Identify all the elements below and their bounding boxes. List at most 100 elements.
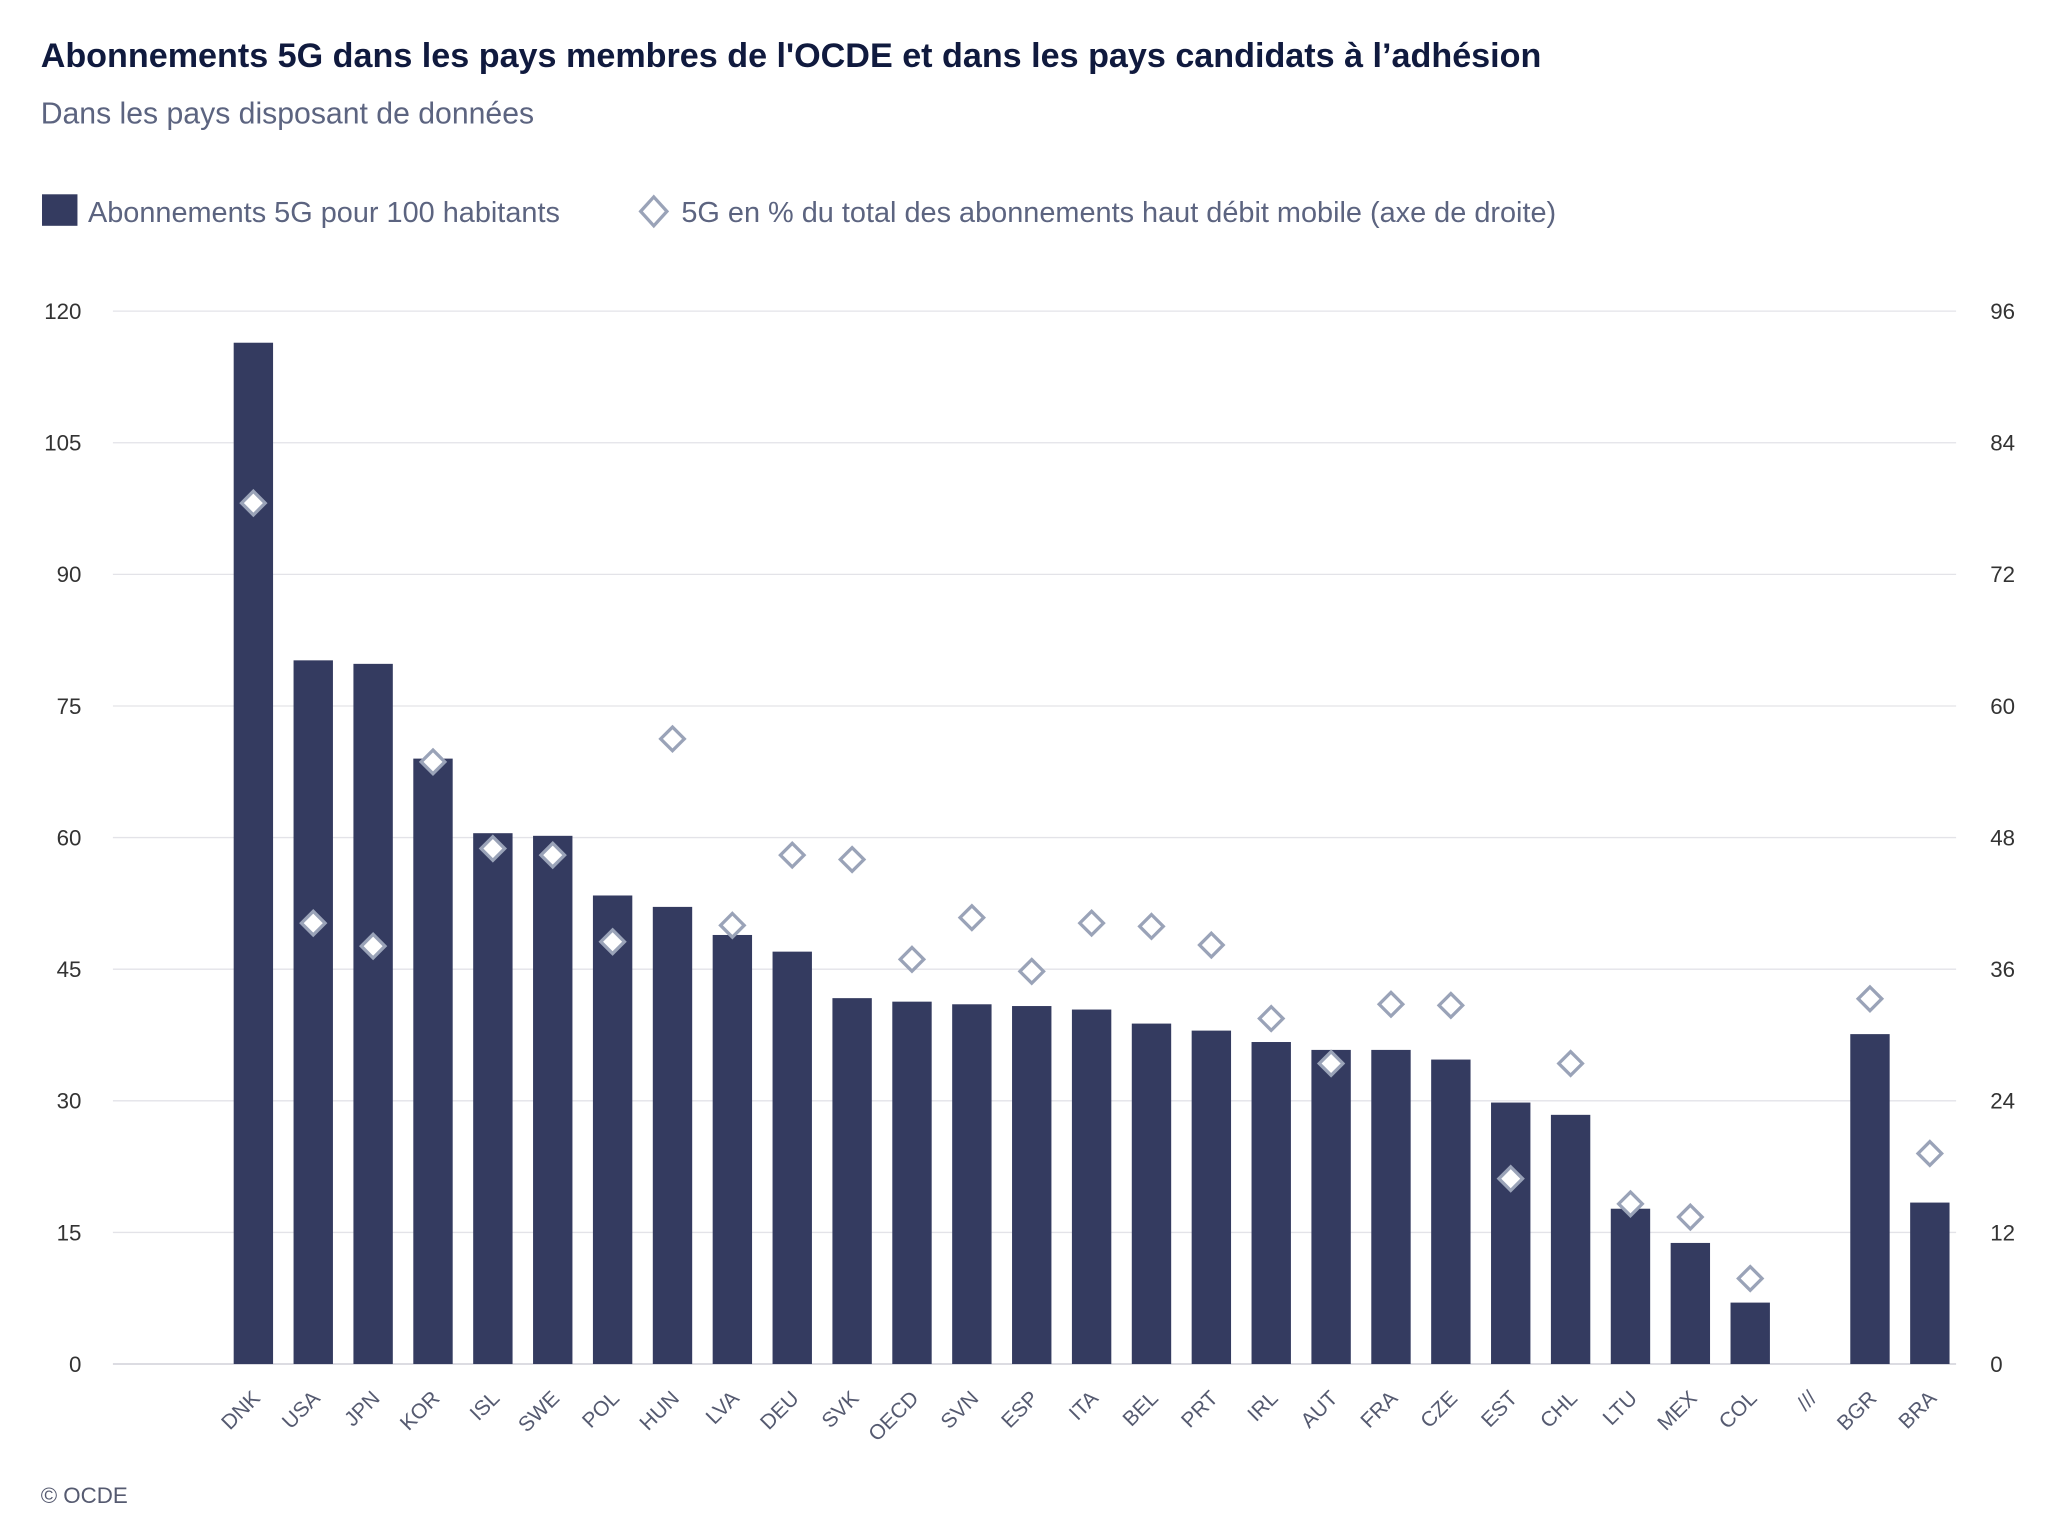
bar-svn — [952, 1004, 992, 1365]
x-tick-label: BRA — [1894, 1387, 1941, 1434]
bar-aut — [1311, 1049, 1351, 1365]
bar-ltu — [1610, 1208, 1651, 1365]
legend-diamond-label: 5G en % du total des abonnements haut dé… — [681, 197, 1556, 229]
legend-bar-swatch — [42, 194, 78, 226]
bar-deu — [772, 951, 812, 1365]
bar-hun — [652, 906, 693, 1365]
bar-irl — [1251, 1042, 1291, 1365]
y-axis-right: 0 12 24 36 48 60 72 84 96 — [1990, 299, 2015, 1377]
copyright: © OCDE — [41, 1483, 128, 1508]
y-right-tick-label: 36 — [1990, 957, 2015, 982]
diamond-est — [1496, 1164, 1525, 1193]
x-tick-label: ISL — [466, 1387, 505, 1426]
bars — [233, 342, 1950, 1365]
y-left-tick-label: 105 — [44, 431, 81, 456]
x-axis-labels: DNK USA JPN KOR ISL SWE POL HUN LVA DEU SVK OECD SVN… — [217, 1387, 1941, 1446]
y-right-tick-label: 96 — [1990, 299, 2015, 324]
y-left-tick-label: 45 — [57, 957, 82, 982]
y-right-tick-label: 0 — [1990, 1352, 2002, 1377]
x-tick-label: CZE — [1416, 1387, 1462, 1433]
x-tick-label: AUT — [1297, 1387, 1343, 1433]
diamond-swe — [538, 840, 567, 870]
y-right-tick-label: 72 — [1990, 562, 2015, 587]
diamond-kor — [418, 747, 448, 777]
diamond-mex — [1676, 1202, 1705, 1232]
y-left-tick-label: 75 — [57, 694, 82, 719]
x-tick-label: CHL — [1536, 1387, 1582, 1433]
bar-pol — [592, 895, 633, 1365]
bar-swe — [533, 835, 573, 1365]
x-tick-label: DEU — [756, 1387, 804, 1435]
diamond-pol — [598, 927, 627, 956]
bar-bgr — [1850, 1034, 1890, 1365]
x-tick-label: ITA — [1065, 1387, 1103, 1425]
diamond-markers — [239, 488, 1944, 1293]
diamond-deu — [778, 840, 807, 870]
y-axis-left: 0 15 30 45 60 75 90 105 120 — [44, 299, 81, 1377]
x-tick-label: DNK — [217, 1387, 265, 1435]
diamond-bgr — [1855, 984, 1885, 1013]
bar-jpn — [353, 663, 393, 1365]
bar-mex — [1670, 1242, 1711, 1365]
bar-fra — [1371, 1049, 1411, 1365]
bar-est — [1491, 1102, 1531, 1365]
x-tick-label: EST — [1477, 1387, 1522, 1432]
x-tick-label: FRA — [1356, 1387, 1402, 1433]
bar-cze — [1431, 1059, 1471, 1365]
bar-oecd — [892, 1001, 932, 1365]
y-left-tick-label: 15 — [57, 1220, 82, 1245]
x-tick-label: JPN — [340, 1387, 384, 1431]
diamond-isl — [478, 834, 508, 863]
diamond-irl — [1257, 1004, 1286, 1033]
x-tick-label: PRT — [1177, 1387, 1223, 1433]
y-right-tick-label: 60 — [1990, 694, 2015, 719]
diamond-svn — [957, 903, 986, 932]
bar-kor — [413, 758, 453, 1365]
diamond-chl — [1556, 1049, 1585, 1078]
diamond-jpn — [358, 932, 388, 961]
x-tick-label: OECD — [864, 1387, 923, 1446]
diamond-hun — [658, 724, 687, 754]
x-tick-label: KOR — [396, 1387, 444, 1435]
x-tick-label: HUN — [635, 1387, 683, 1435]
diamond-svk — [837, 845, 867, 874]
bar-chl — [1550, 1114, 1591, 1365]
x-tick-label: BEL — [1119, 1387, 1163, 1431]
diamond-cze — [1436, 991, 1465, 1020]
diamond-usa — [299, 908, 328, 938]
bar-prt — [1191, 1030, 1232, 1365]
bar-ita — [1071, 1009, 1112, 1365]
x-tick-label: ESP — [997, 1387, 1043, 1433]
y-left-tick-label: 0 — [69, 1352, 81, 1377]
bar-bra — [1910, 1202, 1950, 1365]
diamond-lva — [718, 911, 747, 940]
x-tick-label: /// — [1793, 1387, 1822, 1416]
x-tick-label: POL — [578, 1387, 624, 1433]
diamond-ita — [1077, 908, 1106, 938]
x-tick-label: LVA — [702, 1387, 744, 1429]
chart-subtitle: Dans les pays disposant de données — [41, 97, 534, 130]
bar-col — [1730, 1302, 1770, 1365]
x-tick-label: IRL — [1243, 1387, 1282, 1426]
diamond-ltu — [1616, 1189, 1645, 1219]
y-left-tick-label: 90 — [57, 562, 82, 587]
diamond-col — [1736, 1264, 1765, 1293]
bar-bel — [1131, 1023, 1172, 1365]
x-tick-label: USA — [278, 1387, 325, 1434]
y-left-tick-label: 30 — [57, 1089, 82, 1114]
y-left-tick-label: 60 — [57, 825, 82, 850]
diamond-prt — [1197, 930, 1226, 960]
x-tick-label: MEX — [1653, 1387, 1701, 1435]
legend-bar-label: Abonnements 5G pour 100 habitants — [88, 197, 560, 229]
x-tick-label: LTU — [1599, 1387, 1642, 1430]
diamond-bra — [1915, 1139, 1944, 1168]
y-right-tick-label: 84 — [1990, 431, 2015, 456]
y-left-tick-label: 120 — [44, 299, 81, 324]
diamond-dnk — [239, 488, 268, 518]
bar-lva — [712, 934, 753, 1365]
bar-isl — [473, 833, 513, 1365]
x-tick-label: BGR — [1833, 1387, 1881, 1435]
x-tick-label: SVN — [936, 1387, 983, 1434]
y-right-tick-label: 12 — [1990, 1220, 2015, 1245]
